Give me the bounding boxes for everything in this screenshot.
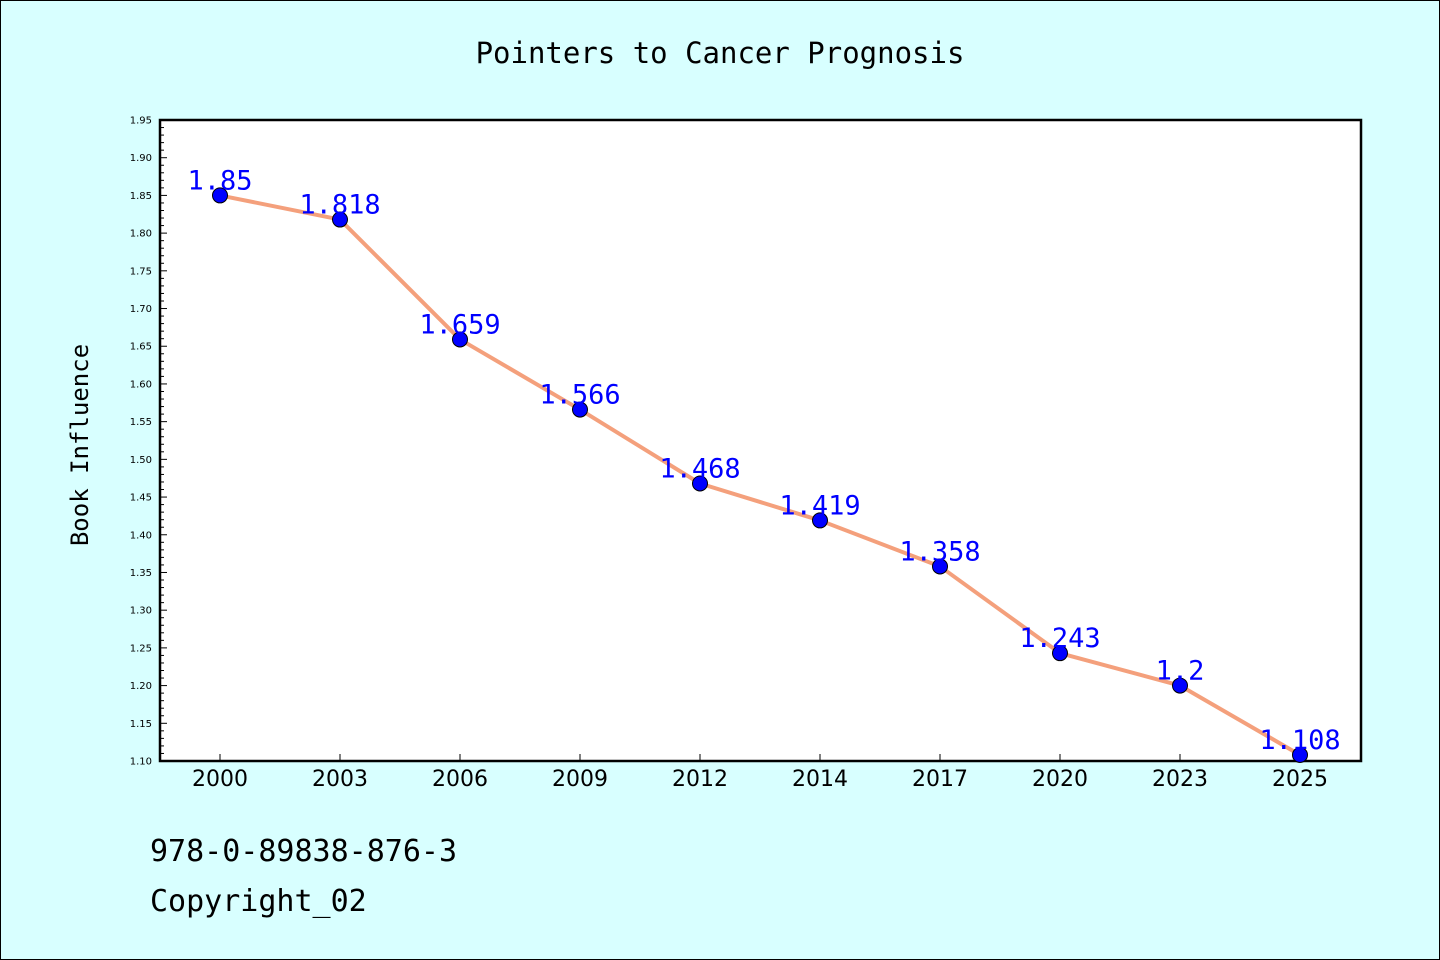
y-tick-label: 1.20 <box>130 681 152 692</box>
y-tick-label: 1.95 <box>130 116 152 127</box>
series-line <box>218 193 1302 757</box>
y-axis: 1.10 1.15 1.20 1.25 1.30 1.35 1.40 1.45 1.50 1.55… <box>130 116 167 768</box>
data-point <box>1172 677 1188 694</box>
y-tick-label: 1.55 <box>130 417 152 428</box>
y-tick-label: 1.10 <box>130 757 152 768</box>
data-point <box>812 512 828 529</box>
y-tick-label: 1.90 <box>130 153 152 164</box>
y-tick-label: 1.70 <box>130 304 152 315</box>
x-tick-label: 2003 <box>312 767 368 792</box>
x-tick-label: 2025 <box>1272 767 1328 792</box>
data-point <box>932 558 948 575</box>
x-tick-label: 2023 <box>1152 767 1208 792</box>
chart-title: Pointers to Cancer Prognosis <box>476 36 965 70</box>
x-axis: 2000 2003 2006 2009 2012 2014 2017 2020 2023 2025 <box>192 754 1328 792</box>
data-label: 1.85 <box>187 165 252 196</box>
x-tick-label: 2014 <box>792 767 848 792</box>
data-point <box>692 475 708 492</box>
y-axis-label: Book Influence <box>66 344 94 546</box>
x-tick-label: 2009 <box>552 767 608 792</box>
data-point <box>572 401 588 418</box>
y-tick-label: 1.50 <box>130 455 152 466</box>
y-tick-label: 1.60 <box>130 379 152 390</box>
x-tick-label: 2012 <box>672 767 728 792</box>
y-tick-label: 1.45 <box>130 493 152 504</box>
x-tick-label: 2020 <box>1032 767 1088 792</box>
data-labels-group: 1.85 1.818 1.659 1.566 1.468 1.419 1.358 1.243 1… <box>187 165 1340 756</box>
data-label: 1.419 <box>779 490 860 521</box>
plot-area <box>158 118 1363 763</box>
y-tick-label: 1.80 <box>130 229 152 240</box>
y-tick-label: 1.30 <box>130 606 152 617</box>
data-point <box>212 187 228 204</box>
y-tick-label: 1.65 <box>130 342 152 353</box>
y-tick-label: 1.85 <box>130 191 152 202</box>
markers-group <box>212 187 1308 763</box>
y-tick-label: 1.35 <box>130 568 152 579</box>
data-label: 1.2 <box>1156 656 1205 687</box>
data-label: 1.358 <box>899 536 980 567</box>
data-label: 1.566 <box>539 380 620 411</box>
y-tick-label: 1.75 <box>130 266 152 277</box>
data-point <box>452 331 468 348</box>
data-label: 1.468 <box>659 453 740 484</box>
isbn-text: 978-0-89838-876-3 <box>150 834 458 869</box>
x-tick-label: 2000 <box>192 767 248 792</box>
y-tick-label: 1.25 <box>130 643 152 654</box>
data-label: 1.108 <box>1259 725 1340 756</box>
x-tick-label: 2006 <box>432 767 488 792</box>
data-label: 1.818 <box>299 190 380 221</box>
y-tick-label: 1.15 <box>130 719 152 730</box>
data-point <box>332 211 348 228</box>
series-line-group <box>218 193 1302 757</box>
data-point <box>1292 746 1308 763</box>
x-tick-label: 2017 <box>912 767 968 792</box>
data-label: 1.659 <box>419 309 500 340</box>
data-point <box>1052 645 1068 662</box>
copyright-text: Copyright_02 <box>150 884 367 919</box>
y-tick-label: 1.40 <box>130 530 152 541</box>
data-label: 1.243 <box>1019 623 1100 654</box>
